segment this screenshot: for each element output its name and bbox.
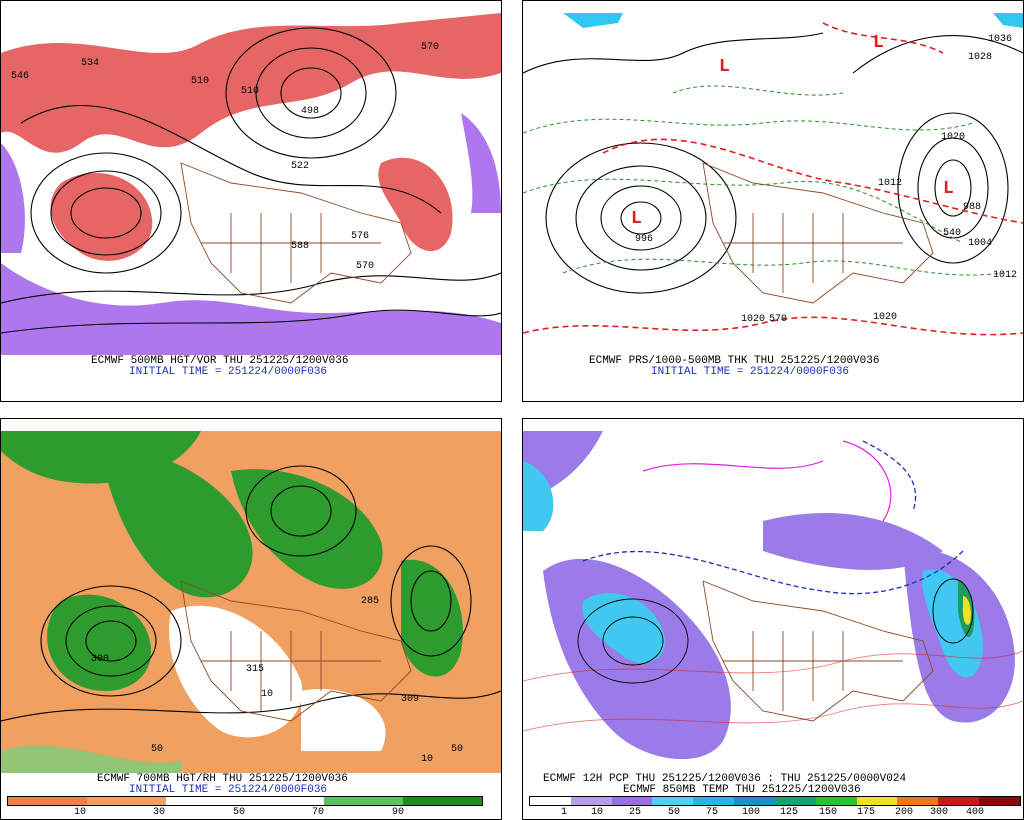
pcp-colorbar-label: 10 (590, 807, 604, 818)
panel-title: ECMWF 12H PCP THU 251225/1200V036 : THU … (543, 773, 907, 785)
pcp-colorbar-label: 100 (741, 807, 761, 818)
rh-colorbar-label: 70 (311, 807, 325, 818)
map-precip-graphic (523, 431, 1023, 760)
contour-label: 1012 (878, 178, 902, 189)
contour-label: 498 (301, 106, 319, 117)
contour-label: 546 (11, 71, 29, 82)
panel-precip-850mb-temp: ECMWF 12H PCP THU 251225/1200V036 : THU … (522, 418, 1024, 820)
panel-500mb-vorticity: 546 534 510 570 588 576 570 522 498 510 … (0, 0, 502, 402)
rh-colorbar (7, 796, 483, 806)
pcp-colorbar-swatch (530, 797, 571, 805)
contour-label: 50 (151, 744, 163, 755)
pcp-colorbar-label: 175 (856, 807, 876, 818)
contour-label: 10 (421, 754, 433, 765)
pcp-colorbar-swatch (652, 797, 694, 805)
pcp-colorbar-label: 75 (705, 807, 719, 818)
pcp-colorbar-swatch (611, 797, 653, 805)
rh-colorbar-swatch (245, 797, 324, 805)
rh-colorbar-swatch (166, 797, 245, 805)
contour-label: 988 (963, 202, 981, 213)
contour-label: 309 (401, 694, 419, 705)
low-pressure-marker: L (943, 179, 954, 199)
rh-colorbar-label: 30 (152, 807, 166, 818)
contour-label: 1020 (941, 132, 965, 143)
pcp-colorbar-label: 125 (779, 807, 799, 818)
pcp-colorbar-label: 400 (965, 807, 985, 818)
contour-label: 1020 (741, 314, 765, 325)
contour-label: 1028 (968, 52, 992, 63)
contour-label: 1036 (988, 34, 1012, 45)
map-pressure-graphic: 1036 1028 1020 1012 1004 996 988 1020 57… (523, 13, 1023, 336)
low-pressure-marker: L (631, 209, 642, 229)
contour-label: 510 (191, 76, 209, 87)
contour-label: 534 (81, 58, 99, 69)
pcp-colorbar-swatch (979, 797, 1020, 805)
pcp-colorbar-label: 1 (560, 807, 568, 818)
panel-title: ECMWF PRS/1000-500MB THK THU 251225/1200… (589, 355, 880, 367)
rh-colorbar-swatch (8, 797, 87, 805)
panel-700mb-rh: 315 309 300 50 10 50 10 285 ECMWF 700MB … (0, 418, 502, 820)
contour-label: 522 (291, 161, 309, 172)
contour-label: 300 (91, 654, 109, 665)
pcp-colorbar (529, 796, 1021, 806)
contour-label: 570 (769, 314, 787, 325)
map-700mb-graphic: 315 309 300 50 10 50 10 285 (1, 431, 501, 773)
pcp-colorbar-label: 25 (628, 807, 642, 818)
contour-label: 996 (635, 234, 653, 245)
pcp-colorbar-label: 50 (667, 807, 681, 818)
pcp-colorbar-swatch (774, 797, 816, 805)
pcp-colorbar-label: 300 (929, 807, 949, 818)
contour-label: 1012 (993, 270, 1017, 281)
pcp-colorbar-swatch (570, 797, 612, 805)
rh-colorbar-swatch (403, 797, 482, 805)
contour-label: 576 (351, 231, 369, 242)
pcp-colorbar-label: 150 (818, 807, 838, 818)
contour-label: 50 (451, 744, 463, 755)
contour-label: 570 (421, 42, 439, 53)
contour-label: 540 (943, 228, 961, 239)
rh-colorbar-swatch (87, 797, 166, 805)
contour-label: 1020 (873, 312, 897, 323)
panel-title: ECMWF 700MB HGT/RH THU 251225/1200V036 (97, 773, 348, 785)
rh-colorbar-label: 90 (391, 807, 405, 818)
contour-label: 588 (291, 241, 309, 252)
map-precip (523, 431, 1023, 773)
contour-label: 570 (356, 261, 374, 272)
rh-colorbar-label: 50 (232, 807, 246, 818)
pcp-colorbar-swatch (856, 797, 898, 805)
panel-pressure-thickness: 1036 1028 1020 1012 1004 996 988 1020 57… (522, 0, 1024, 402)
low-pressure-marker: L (873, 33, 884, 53)
pcp-colorbar-swatch (897, 797, 939, 805)
pcp-colorbar-label: 200 (894, 807, 914, 818)
panel-title: ECMWF 500MB HGT/VOR THU 251225/1200V036 (91, 355, 349, 367)
panel-init-time: INITIAL TIME = 251224/0000F036 (129, 366, 328, 378)
pcp-colorbar-swatch (938, 797, 980, 805)
contour-label: 1004 (968, 238, 992, 249)
pcp-colorbar-swatch (734, 797, 775, 805)
panel-init-time: INITIAL TIME = 251224/0000F036 (129, 784, 328, 796)
map-500mb: 546 534 510 570 588 576 570 522 498 510 (1, 13, 501, 355)
pcp-colorbar-swatch (815, 797, 857, 805)
contour-label: 315 (246, 664, 264, 675)
low-pressure-marker: L (719, 57, 730, 77)
panel-subtitle: ECMWF 850MB TEMP THU 251225/1200V036 (623, 784, 861, 796)
map-700mb: 315 309 300 50 10 50 10 285 (1, 431, 501, 773)
map-pressure: 1036 1028 1020 1012 1004 996 988 1020 57… (523, 13, 1023, 355)
contour-label: 10 (261, 689, 273, 700)
map-500mb-graphic: 546 534 510 570 588 576 570 522 498 510 (1, 13, 501, 355)
panel-init-time: INITIAL TIME = 251224/0000F036 (651, 366, 850, 378)
contour-label: 510 (241, 86, 259, 97)
rh-colorbar-label: 10 (73, 807, 87, 818)
contour-label: 285 (361, 596, 379, 607)
pcp-colorbar-swatch (693, 797, 735, 805)
rh-colorbar-swatch (324, 797, 403, 805)
